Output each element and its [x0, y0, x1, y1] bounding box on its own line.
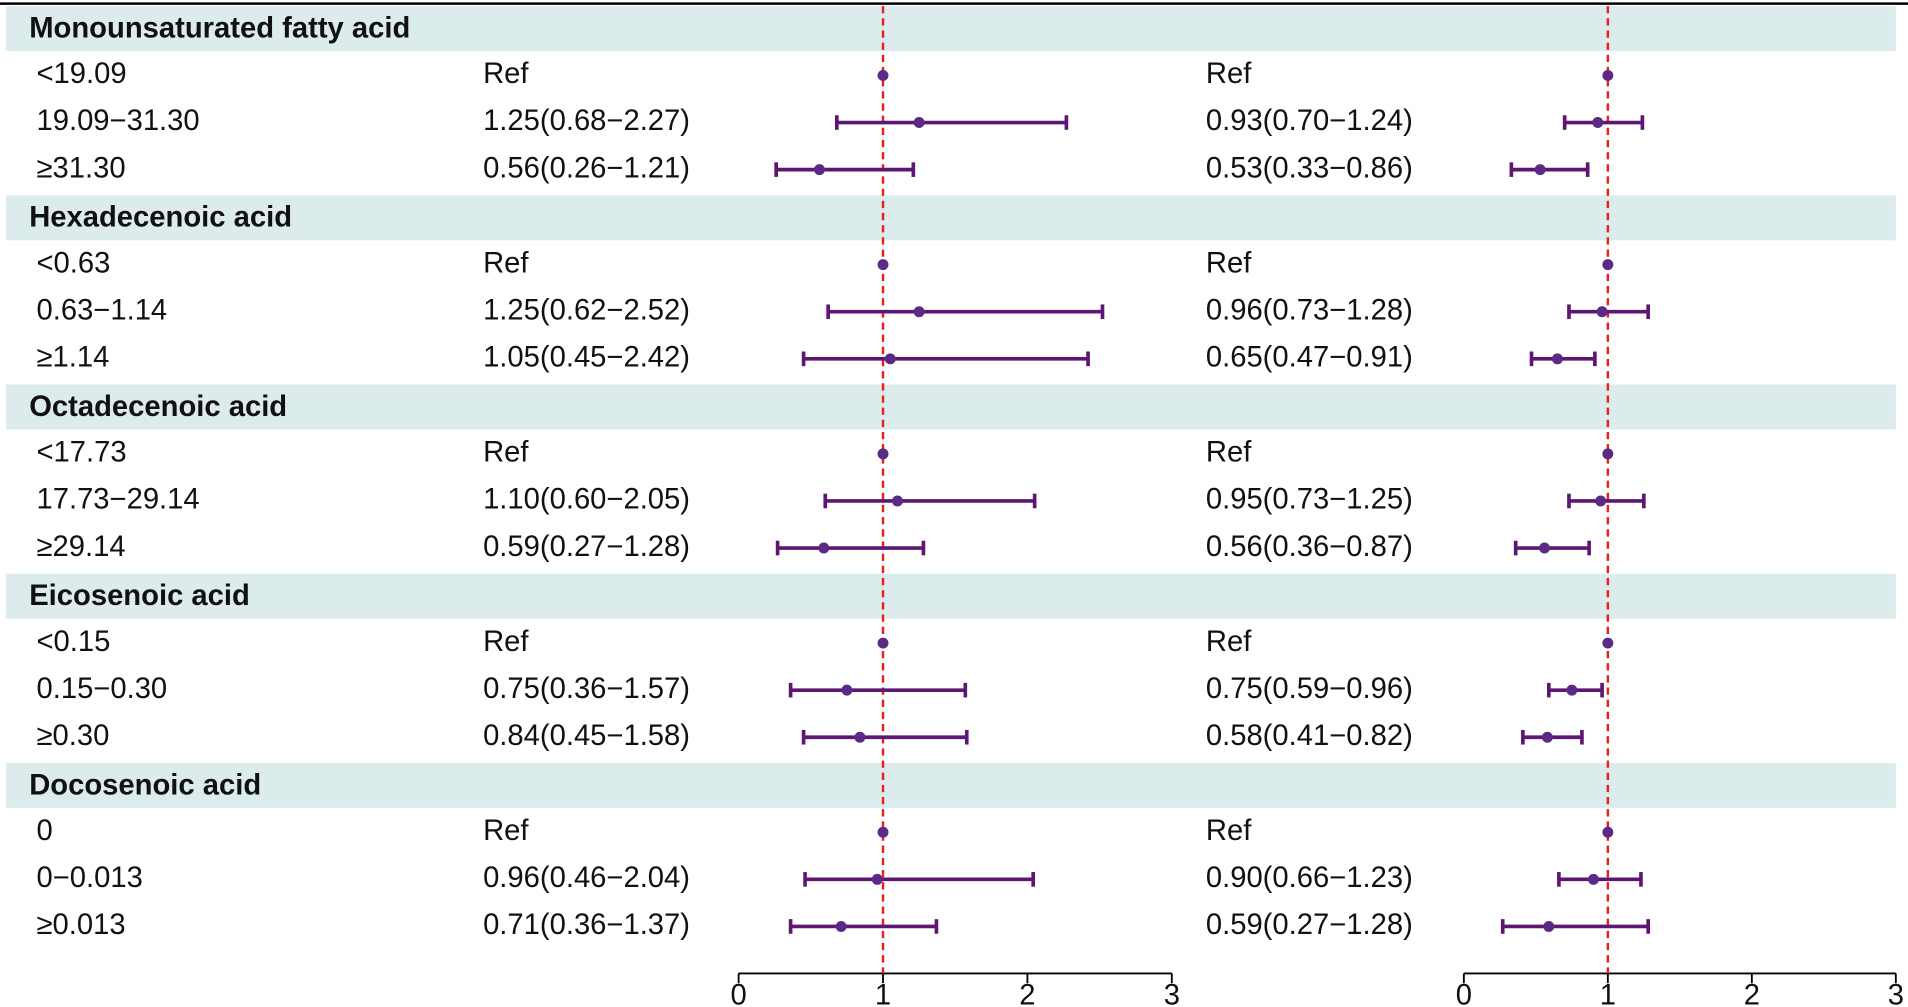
row-label: 0−0.013 — [37, 862, 143, 894]
x-tick-label: 1 — [875, 979, 891, 1007]
value-label: 0.71(0.36−1.37) — [483, 909, 690, 941]
value-label: Ref — [1206, 815, 1252, 847]
value-label: Ref — [483, 815, 529, 847]
value-label: 0.59(0.27−1.28) — [483, 531, 690, 563]
row-label: <0.63 — [37, 247, 111, 279]
group-title: Docosenoic acid — [29, 769, 261, 801]
point-estimate — [1596, 306, 1608, 318]
value-label: 0.56(0.36−0.87) — [1206, 531, 1413, 563]
x-tick-label: 3 — [1888, 979, 1904, 1007]
point-estimate — [841, 684, 853, 696]
value-label: 0.75(0.59−0.96) — [1206, 673, 1413, 705]
x-tick-label: 2 — [1019, 979, 1035, 1007]
value-label: 0.96(0.46−2.04) — [483, 862, 690, 894]
point-estimate — [877, 448, 889, 460]
row-label: <17.73 — [37, 437, 127, 469]
point-estimate — [877, 637, 889, 649]
value-label: 1.25(0.62−2.52) — [483, 294, 690, 326]
point-estimate — [1541, 731, 1553, 743]
point-estimate — [1592, 117, 1604, 129]
value-label: 1.25(0.68−2.27) — [483, 105, 690, 137]
point-estimate — [1534, 164, 1546, 176]
group-title: Octadecenoic acid — [29, 391, 287, 423]
point-estimate — [1543, 920, 1555, 932]
row-label: ≥29.14 — [37, 531, 126, 563]
group-band — [6, 6, 1896, 52]
value-label: Ref — [1206, 58, 1252, 90]
point-estimate — [1602, 448, 1614, 460]
point-estimate — [854, 731, 866, 743]
value-label: Ref — [1206, 437, 1252, 469]
row-label: ≥0.30 — [37, 720, 110, 752]
x-tick-label: 3 — [1164, 979, 1180, 1007]
row-label: 17.73−29.14 — [37, 484, 200, 516]
value-label: 1.10(0.60−2.05) — [483, 484, 690, 516]
point-estimate — [1551, 353, 1563, 365]
value-label: Ref — [483, 58, 529, 90]
value-label: Ref — [1206, 247, 1252, 279]
point-estimate — [1595, 495, 1607, 507]
x-tick-label: 2 — [1744, 979, 1760, 1007]
point-estimate — [1602, 69, 1614, 81]
group-band — [6, 195, 1896, 241]
point-estimate — [891, 495, 903, 507]
point-estimate — [814, 164, 825, 176]
point-estimate — [1587, 873, 1599, 885]
row-label: 19.09−31.30 — [37, 105, 200, 137]
value-label: 0.95(0.73−1.25) — [1206, 484, 1413, 516]
row-label: ≥31.30 — [37, 152, 126, 184]
x-tick-label: 1 — [1600, 979, 1616, 1007]
row-label: <0.15 — [37, 626, 111, 658]
value-label: Ref — [483, 626, 529, 658]
point-estimate — [877, 826, 889, 838]
group-title: Monounsaturated fatty acid — [29, 13, 410, 45]
row-label: 0.63−1.14 — [37, 294, 168, 326]
point-estimate — [1566, 684, 1578, 696]
value-label: 0.58(0.41−0.82) — [1206, 720, 1413, 752]
point-estimate — [835, 920, 847, 932]
point-estimate — [871, 873, 883, 885]
point-estimate — [884, 353, 896, 365]
group-band — [6, 384, 1896, 430]
value-label: 0.90(0.66−1.23) — [1206, 862, 1413, 894]
group-title: Hexadecenoic acid — [29, 202, 292, 234]
value-label: 0.93(0.70−1.24) — [1206, 105, 1413, 137]
value-label: Ref — [483, 437, 529, 469]
row-label: 0.15−0.30 — [37, 673, 168, 705]
point-estimate — [1602, 826, 1614, 838]
value-label: 0.96(0.73−1.28) — [1206, 294, 1413, 326]
group-title: Eicosenoic acid — [29, 580, 250, 612]
value-label: 0.53(0.33−0.86) — [1206, 152, 1413, 184]
row-label: 0 — [37, 815, 53, 847]
value-label: Ref — [1206, 626, 1252, 658]
value-label: Ref — [483, 247, 529, 279]
point-estimate — [1602, 637, 1614, 649]
point-estimate — [818, 542, 830, 554]
value-label: 0.56(0.26−1.21) — [483, 152, 690, 184]
group-band — [6, 573, 1896, 619]
x-tick-label: 0 — [731, 979, 747, 1007]
point-estimate — [877, 69, 889, 81]
value-label: 0.75(0.36−1.57) — [483, 673, 690, 705]
point-estimate — [913, 306, 925, 318]
point-estimate — [1539, 542, 1550, 554]
value-label: 1.05(0.45−2.42) — [483, 342, 690, 374]
x-tick-label: 0 — [1456, 979, 1472, 1007]
group-band — [6, 762, 1896, 808]
row-label: ≥0.013 — [37, 909, 126, 941]
point-estimate — [1602, 259, 1614, 271]
value-label: 0.59(0.27−1.28) — [1206, 909, 1413, 941]
point-estimate — [877, 259, 889, 271]
point-estimate — [913, 117, 925, 129]
row-label: ≥1.14 — [37, 342, 110, 374]
value-label: 0.65(0.47−0.91) — [1206, 342, 1413, 374]
value-label: 0.84(0.45−1.58) — [483, 720, 690, 752]
row-label: <19.09 — [37, 58, 127, 90]
